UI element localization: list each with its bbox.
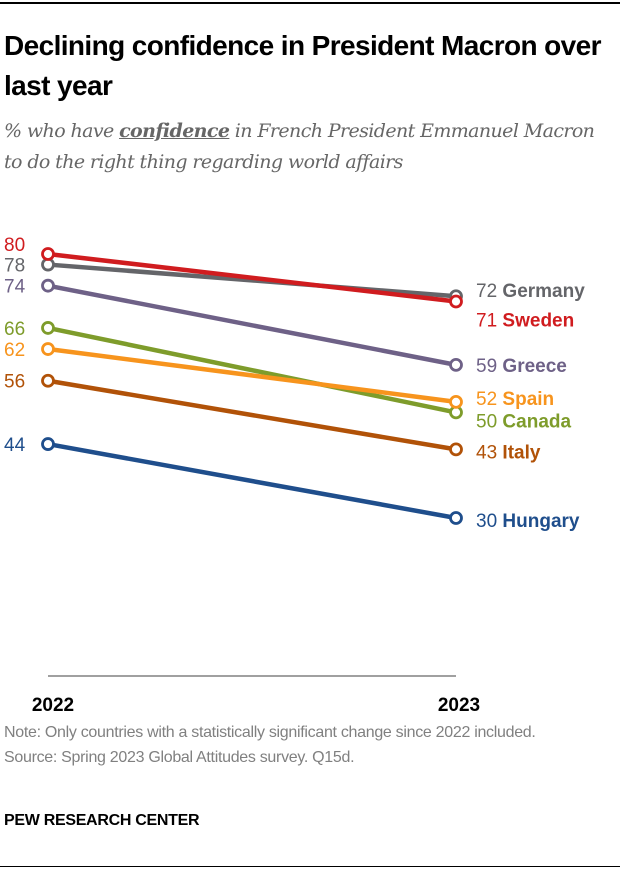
- series-canada: 66 50 Canada: [4, 319, 571, 432]
- x-tick-label-2023: 2023: [438, 695, 480, 716]
- series-name-sweden: Sweden: [502, 311, 574, 332]
- line-sweden: [47, 251, 457, 304]
- subtitle-emphasis: confidence: [119, 120, 230, 142]
- value-hungary-2023: 30: [476, 511, 502, 532]
- slope-chart: 44 30 Hungary 56 43 Italy 66 50 Canada 62 52 Sp…: [4, 235, 585, 716]
- point-hungary-2022: [41, 437, 55, 451]
- value-label-germany-2023: 72 Germany: [476, 281, 585, 302]
- value-label-spain-2023: 52 Spain: [476, 389, 554, 410]
- value-label-greece-2022: 74: [4, 277, 26, 298]
- series-name-canada: Canada: [502, 411, 571, 432]
- point-hungary-2023: [449, 511, 463, 525]
- point-greece-2022: [41, 278, 55, 293]
- footnote: Note: Only countries with a statisticall…: [4, 720, 604, 770]
- note-text: Note: Only countries with a statisticall…: [4, 724, 536, 741]
- series-name-germany: Germany: [502, 281, 585, 302]
- value-label-hungary-2022: 44: [4, 435, 26, 456]
- value-label-hungary-2023: 30 Hungary: [476, 511, 580, 532]
- subtitle-suffix: in French President Emmanuel Macron to d…: [4, 120, 595, 173]
- line-hungary: [47, 441, 457, 521]
- top-rule: [0, 2, 620, 4]
- series-name-hungary: Hungary: [502, 511, 580, 532]
- chart-title: Declining confidence in President Macron…: [4, 30, 602, 101]
- chart-subtitle: % who have confidence in French Presiden…: [4, 116, 614, 178]
- source-text: Source: Spring 2023 Global Attitudes sur…: [4, 749, 355, 766]
- point-italy-2023: [449, 442, 463, 457]
- series-spain: 62 52 Spain: [4, 340, 554, 410]
- point-greece-2023: [449, 357, 463, 372]
- point-sweden-2022: [41, 247, 55, 261]
- line-spain: [47, 346, 457, 405]
- line-italy: [47, 378, 457, 452]
- line-germany: [47, 262, 457, 299]
- series-germany: 78 72 Germany: [4, 256, 585, 304]
- series-italy: 56 43 Italy: [4, 372, 541, 464]
- subtitle-prefix: % who have: [4, 120, 120, 142]
- value-spain-2023: 52: [476, 389, 502, 410]
- x-tick-label-2022: 2022: [32, 695, 74, 716]
- series-name-greece: Greece: [502, 356, 566, 377]
- value-label-canada-2022: 66: [4, 319, 25, 340]
- point-spain-2022: [41, 342, 55, 356]
- line-greece: [47, 283, 457, 368]
- value-italy-2023: 43: [476, 442, 502, 463]
- value-greece-2023: 59: [476, 356, 502, 377]
- pew-brand: PEW RESEARCH CENTER: [4, 812, 200, 829]
- point-canada-2022: [41, 321, 55, 335]
- value-label-italy-2022: 56: [4, 372, 25, 393]
- series-hungary: 44 30 Hungary: [4, 435, 580, 532]
- point-italy-2022: [41, 373, 55, 388]
- bottom-rule: [0, 866, 620, 867]
- value-canada-2023: 50: [476, 411, 502, 432]
- value-label-greece-2023: 59 Greece: [476, 356, 567, 377]
- value-sweden-2023: 71: [476, 311, 502, 332]
- value-label-spain-2022: 62: [4, 340, 25, 361]
- series-name-italy: Italy: [502, 442, 540, 463]
- series-sweden: 80 71 Sweden: [4, 235, 574, 332]
- value-label-sweden-2022: 80: [4, 235, 25, 256]
- series-name-spain: Spain: [502, 389, 554, 410]
- series-greece: 74 59 Greece: [4, 277, 567, 377]
- value-label-sweden-2023: 71 Sweden: [476, 311, 574, 332]
- value-germany-2023: 72: [476, 281, 502, 302]
- point-sweden-2023: [449, 294, 463, 309]
- value-label-germany-2022: 78: [4, 256, 25, 277]
- value-label-canada-2023: 50 Canada: [476, 411, 571, 432]
- value-label-italy-2023: 43 Italy: [476, 442, 541, 463]
- line-canada: [47, 325, 457, 415]
- point-spain-2023: [449, 394, 463, 409]
